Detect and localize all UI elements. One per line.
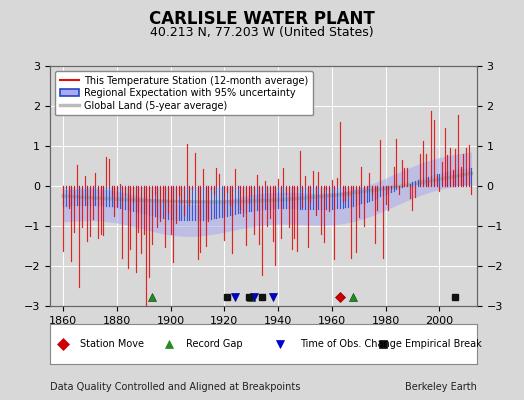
Text: Time of Obs. Change: Time of Obs. Change [300, 339, 401, 349]
Text: Empirical Break: Empirical Break [405, 339, 482, 349]
Text: Data Quality Controlled and Aligned at Breakpoints: Data Quality Controlled and Aligned at B… [50, 382, 300, 392]
Legend: This Temperature Station (12-month average), Regional Expectation with 95% uncer: This Temperature Station (12-month avera… [54, 71, 313, 116]
Text: Station Move: Station Move [80, 339, 144, 349]
Y-axis label: Temperature Anomaly (°C): Temperature Anomaly (°C) [522, 112, 524, 260]
Text: Record Gap: Record Gap [187, 339, 243, 349]
Text: CARLISLE WATER PLANT: CARLISLE WATER PLANT [149, 10, 375, 28]
Text: Berkeley Earth: Berkeley Earth [405, 382, 477, 392]
Text: 40.213 N, 77.203 W (United States): 40.213 N, 77.203 W (United States) [150, 26, 374, 39]
